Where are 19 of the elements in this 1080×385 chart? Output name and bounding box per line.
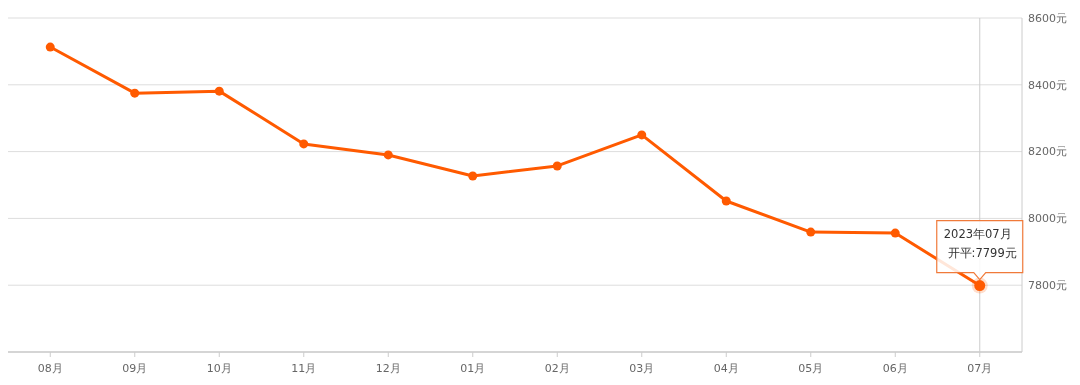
x-tick-label: 07月 <box>967 362 993 375</box>
annotation: 开平:7799元 <box>947 245 1017 260</box>
x-tick-label: 04月 <box>713 362 739 375</box>
y-tick-label: 8200元 <box>1028 145 1067 159</box>
x-tick-label: 03月 <box>629 362 655 375</box>
x-tick-label: 05月 <box>798 362 824 375</box>
y-tick-label: 8000元 <box>1028 212 1067 226</box>
annotation: 2023年07月 <box>943 226 1012 241</box>
x-tick-label: 06月 <box>882 362 908 375</box>
x-tick-label: 08月 <box>37 362 63 375</box>
x-tick-label: 09月 <box>122 362 148 375</box>
x-tick-label: 01月 <box>460 362 486 375</box>
x-tick-label: 12月 <box>375 362 401 375</box>
y-tick-label: 8600元 <box>1028 11 1067 25</box>
x-tick-label: 11月 <box>291 362 317 375</box>
x-tick-label: 02月 <box>544 362 570 375</box>
x-tick-label: 10月 <box>206 362 232 375</box>
y-tick-label: 8400元 <box>1028 78 1067 92</box>
y-tick-label: 7800元 <box>1028 279 1067 293</box>
